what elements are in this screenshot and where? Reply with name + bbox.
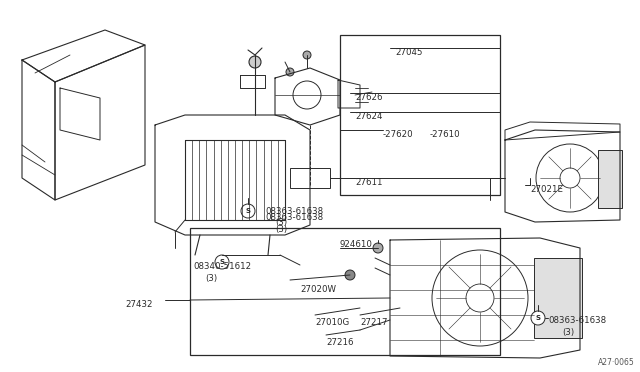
Circle shape [303, 51, 311, 59]
Circle shape [249, 56, 261, 68]
Bar [190, 228, 500, 355]
Text: S: S [246, 208, 250, 214]
Text: (3): (3) [205, 274, 217, 283]
Circle shape [215, 255, 229, 269]
Circle shape [531, 311, 545, 325]
Bar [290, 168, 330, 188]
Text: A27·0065: A27·0065 [598, 358, 635, 367]
Text: 27045: 27045 [395, 48, 422, 57]
Text: 27432: 27432 [125, 300, 152, 309]
Text: 27216: 27216 [326, 338, 353, 347]
Text: 924610: 924610 [340, 240, 373, 249]
Circle shape [373, 243, 383, 253]
Text: 08363-61638: 08363-61638 [265, 213, 323, 222]
Circle shape [286, 68, 294, 76]
Text: S: S [220, 259, 225, 265]
Text: (3): (3) [275, 225, 287, 234]
Text: 27626: 27626 [355, 93, 383, 102]
Text: 27021E: 27021E [530, 185, 563, 194]
Text: (3): (3) [562, 328, 574, 337]
Text: 08363-61638: 08363-61638 [265, 207, 323, 216]
Text: (3): (3) [275, 218, 287, 227]
Circle shape [241, 204, 255, 218]
Text: 27010G: 27010G [315, 318, 349, 327]
Text: -27610: -27610 [430, 130, 461, 139]
Text: -27620: -27620 [383, 130, 413, 139]
Bar [340, 35, 500, 195]
Text: 27611: 27611 [355, 178, 383, 187]
Bar [534, 258, 582, 338]
Text: S: S [536, 315, 541, 321]
Text: 27624: 27624 [355, 112, 383, 121]
Text: 27020W: 27020W [300, 285, 336, 294]
Bar [598, 150, 622, 208]
Circle shape [345, 270, 355, 280]
Text: 27217: 27217 [360, 318, 387, 327]
Text: 08340-51612: 08340-51612 [193, 262, 251, 271]
Text: 08363-61638: 08363-61638 [548, 316, 606, 325]
